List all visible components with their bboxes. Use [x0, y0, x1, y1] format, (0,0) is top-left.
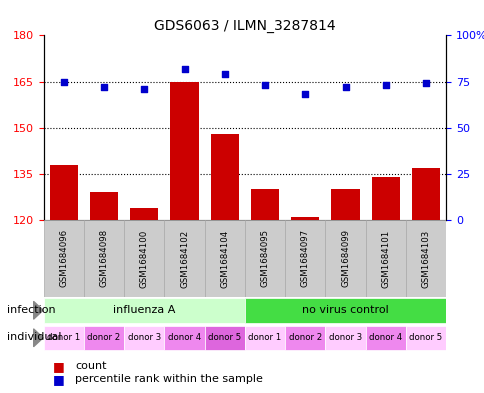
- Bar: [164, 325, 204, 351]
- Bar: [84, 220, 124, 297]
- Point: [260, 82, 268, 88]
- Point: [60, 79, 67, 85]
- Bar: [365, 220, 405, 297]
- Bar: [210, 134, 239, 220]
- Bar: [44, 325, 84, 351]
- Text: GSM1684099: GSM1684099: [340, 230, 349, 287]
- Text: ■: ■: [53, 373, 65, 386]
- Text: donor 1: donor 1: [248, 334, 281, 342]
- Bar: [170, 82, 198, 220]
- Point: [220, 71, 228, 77]
- Text: donor 3: donor 3: [328, 334, 362, 342]
- Point: [301, 91, 309, 97]
- Bar: [290, 217, 319, 220]
- Text: GSM1684100: GSM1684100: [139, 229, 149, 288]
- Bar: [244, 325, 285, 351]
- Text: ■: ■: [53, 360, 65, 373]
- Text: GSM1684097: GSM1684097: [300, 230, 309, 287]
- Bar: [405, 220, 445, 297]
- Point: [341, 84, 348, 90]
- Bar: [285, 220, 325, 297]
- Text: GSM1684096: GSM1684096: [59, 230, 68, 287]
- Bar: [250, 189, 279, 220]
- Text: donor 1: donor 1: [47, 334, 80, 342]
- Text: donor 5: donor 5: [208, 334, 241, 342]
- Point: [100, 84, 107, 90]
- Bar: [325, 325, 365, 351]
- Text: GSM1684098: GSM1684098: [99, 230, 108, 287]
- Title: GDS6063 / ILMN_3287814: GDS6063 / ILMN_3287814: [154, 19, 335, 33]
- Text: donor 4: donor 4: [368, 334, 402, 342]
- Polygon shape: [33, 329, 43, 347]
- Bar: [405, 325, 445, 351]
- Bar: [90, 192, 118, 220]
- Bar: [164, 220, 204, 297]
- Bar: [49, 165, 78, 220]
- Text: donor 3: donor 3: [127, 334, 161, 342]
- Bar: [130, 208, 158, 220]
- Text: count: count: [75, 361, 106, 371]
- Bar: [331, 189, 359, 220]
- Text: percentile rank within the sample: percentile rank within the sample: [75, 374, 262, 384]
- Text: donor 2: donor 2: [87, 334, 121, 342]
- Point: [140, 86, 148, 92]
- Polygon shape: [33, 301, 43, 319]
- Bar: [84, 325, 124, 351]
- Bar: [204, 220, 244, 297]
- Point: [381, 82, 389, 88]
- Point: [180, 66, 188, 72]
- Bar: [285, 325, 325, 351]
- Text: influenza A: influenza A: [113, 305, 175, 316]
- Bar: [124, 220, 164, 297]
- Text: donor 2: donor 2: [288, 334, 321, 342]
- Bar: [244, 220, 285, 297]
- Text: infection: infection: [7, 305, 56, 315]
- Text: GSM1684102: GSM1684102: [180, 229, 189, 288]
- Bar: [371, 177, 399, 220]
- Bar: [325, 220, 365, 297]
- Bar: [44, 220, 84, 297]
- Bar: [365, 325, 405, 351]
- Text: GSM1684104: GSM1684104: [220, 229, 229, 288]
- Text: donor 5: donor 5: [408, 334, 442, 342]
- Bar: [124, 325, 164, 351]
- Point: [421, 80, 429, 86]
- Bar: [411, 168, 439, 220]
- Text: GSM1684101: GSM1684101: [380, 229, 390, 288]
- Text: no virus control: no virus control: [302, 305, 388, 316]
- Bar: [44, 298, 244, 323]
- Text: individual: individual: [7, 332, 61, 342]
- Bar: [204, 325, 244, 351]
- Text: GSM1684095: GSM1684095: [260, 230, 269, 287]
- Text: GSM1684103: GSM1684103: [421, 229, 430, 288]
- Text: donor 4: donor 4: [167, 334, 201, 342]
- Bar: [244, 298, 445, 323]
